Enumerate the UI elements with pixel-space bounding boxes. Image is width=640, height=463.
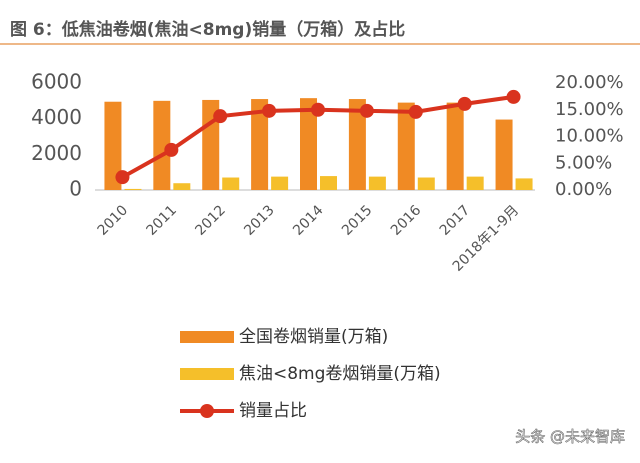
legend-label: 焦油<8mg卷烟销量(万箱) xyxy=(239,364,441,384)
x-tick-label: 2015 xyxy=(339,202,376,239)
legend-marker xyxy=(200,404,214,418)
y2-tick-label: 20.00% xyxy=(555,72,624,93)
y-tick-label: 2000 xyxy=(31,141,82,165)
watermark: 头条 @未来智库 xyxy=(515,428,625,446)
point xyxy=(359,103,374,118)
point xyxy=(213,109,228,124)
bar xyxy=(153,100,171,190)
bar xyxy=(202,99,220,190)
x-tick-label: 2012 xyxy=(192,202,229,239)
y-tick-label: 0 xyxy=(69,177,82,201)
legend-label: 全国卷烟销量(万箱) xyxy=(239,327,388,347)
bar xyxy=(251,99,269,190)
y2-tick-label: 0.00% xyxy=(555,179,612,200)
bar xyxy=(348,99,366,190)
point xyxy=(311,102,325,117)
x-tick-label: 2017 xyxy=(437,202,474,239)
bar xyxy=(300,98,317,190)
y2-tick-label: 10.00% xyxy=(555,126,624,147)
point xyxy=(115,170,130,185)
y2-tick-label: 15.00% xyxy=(555,99,624,120)
point xyxy=(164,142,179,157)
bar xyxy=(515,178,533,190)
legend-swatch xyxy=(180,368,234,380)
chart-title: 图 6：低焦油卷烟(焦油<8mg)销量（万箱）及占比 xyxy=(10,19,405,40)
x-tick-label: 2014 xyxy=(290,202,327,239)
bar xyxy=(271,176,289,190)
y-tick-label: 4000 xyxy=(31,105,82,129)
bar xyxy=(397,102,415,190)
bar xyxy=(222,177,240,190)
point xyxy=(506,89,521,104)
x-tick-label: 2010 xyxy=(95,202,132,239)
y2-tick-label: 5.00% xyxy=(555,152,612,173)
x-tick-label: 2011 xyxy=(143,202,180,239)
bar xyxy=(417,177,435,190)
point xyxy=(262,103,277,118)
point xyxy=(408,104,423,119)
x-tick-label: 2016 xyxy=(388,202,425,239)
bar xyxy=(173,183,191,190)
bar xyxy=(466,176,484,190)
point xyxy=(457,96,472,111)
x-tick-label: 2013 xyxy=(241,202,278,239)
bar xyxy=(104,101,122,190)
bar xyxy=(124,188,142,190)
bar xyxy=(495,119,513,190)
y-tick-label: 6000 xyxy=(31,70,82,94)
legend-swatch xyxy=(180,331,234,343)
legend-label: 销量占比 xyxy=(239,401,307,421)
bar xyxy=(368,176,386,190)
bar xyxy=(446,102,464,190)
bar xyxy=(320,176,337,190)
